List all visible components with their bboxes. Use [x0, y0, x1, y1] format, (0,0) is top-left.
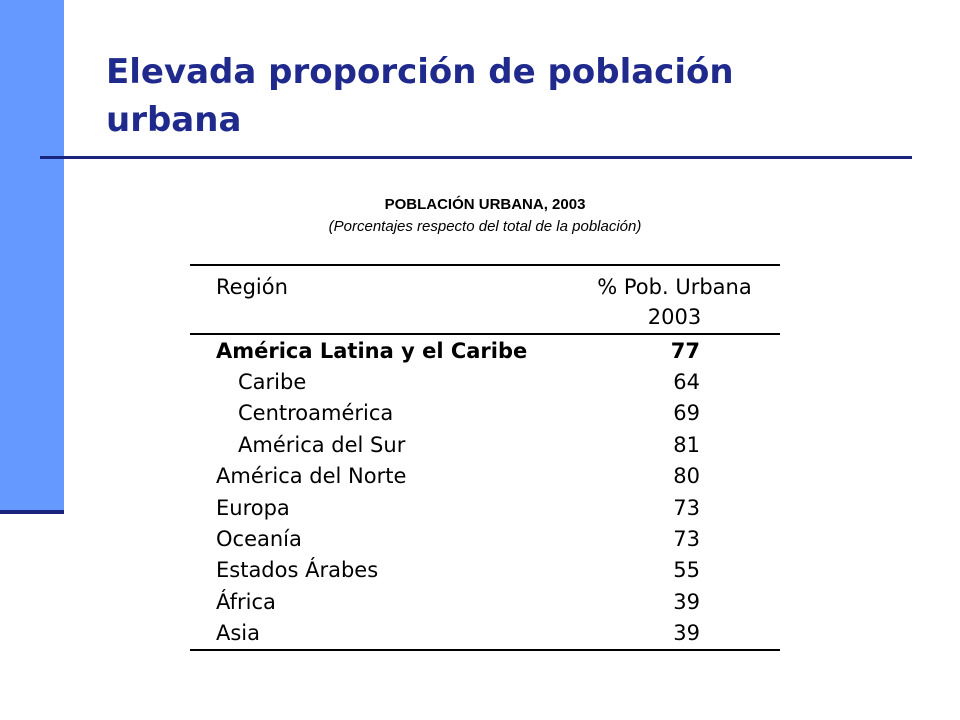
- table-row: Asia 39: [190, 618, 780, 650]
- row-value: 81: [673, 432, 700, 457]
- column-header-value-line2: 2003: [647, 305, 702, 329]
- table-row: Caribe 64: [190, 366, 780, 397]
- table-row: África 39: [190, 586, 780, 617]
- side-accent-bar: [0, 0, 64, 512]
- row-value: 39: [673, 589, 700, 614]
- table-row: Estados Árabes 55: [190, 555, 780, 586]
- urban-population-table: Región % Pob. Urbana 2003 América Latina…: [190, 264, 780, 651]
- row-value: 80: [673, 464, 700, 489]
- column-header-value: % Pob. Urbana 2003: [530, 265, 780, 334]
- table-row: América del Norte 80: [190, 461, 780, 492]
- table-row: América Latina y el Caribe 77: [190, 334, 780, 366]
- row-region: América del Norte: [216, 464, 407, 489]
- column-header-region-label: Región: [216, 275, 288, 299]
- table-row: América del Sur 81: [190, 429, 780, 460]
- table-caption: POBLACIÓN URBANA, 2003 (Porcentajes resp…: [190, 194, 780, 238]
- row-region: África: [216, 589, 276, 614]
- row-value: 77: [670, 338, 700, 363]
- side-bar-underline: [0, 510, 64, 514]
- row-value: 73: [673, 495, 700, 520]
- row-region: Caribe: [238, 370, 307, 395]
- row-region: Oceanía: [216, 527, 302, 552]
- table-row: Oceanía 73: [190, 523, 780, 554]
- row-value: 64: [673, 370, 700, 395]
- row-value: 73: [673, 527, 700, 552]
- column-header-value-line1: % Pob. Urbana: [597, 275, 752, 299]
- table-subheading: (Porcentajes respecto del total de la po…: [328, 218, 642, 235]
- slide-title: Elevada proporción de población urbana: [106, 52, 734, 140]
- table-header-row: Región % Pob. Urbana 2003: [190, 265, 780, 334]
- row-region: América del Sur: [238, 432, 406, 457]
- table-row: Centroamérica 69: [190, 398, 780, 429]
- row-region: Asia: [216, 621, 261, 646]
- title-divider: [40, 156, 912, 159]
- row-value: 55: [673, 558, 700, 583]
- row-region: Europa: [216, 495, 290, 520]
- row-region: Centroamérica: [238, 401, 394, 426]
- row-region: Estados Árabes: [216, 558, 379, 583]
- table-heading: POBLACIÓN URBANA, 2003: [384, 196, 586, 213]
- table-row: Europa 73: [190, 492, 780, 523]
- column-header-region: Región: [190, 265, 530, 334]
- row-value: 39: [673, 621, 700, 646]
- row-value: 69: [673, 401, 700, 426]
- row-region: América Latina y el Caribe: [216, 338, 528, 363]
